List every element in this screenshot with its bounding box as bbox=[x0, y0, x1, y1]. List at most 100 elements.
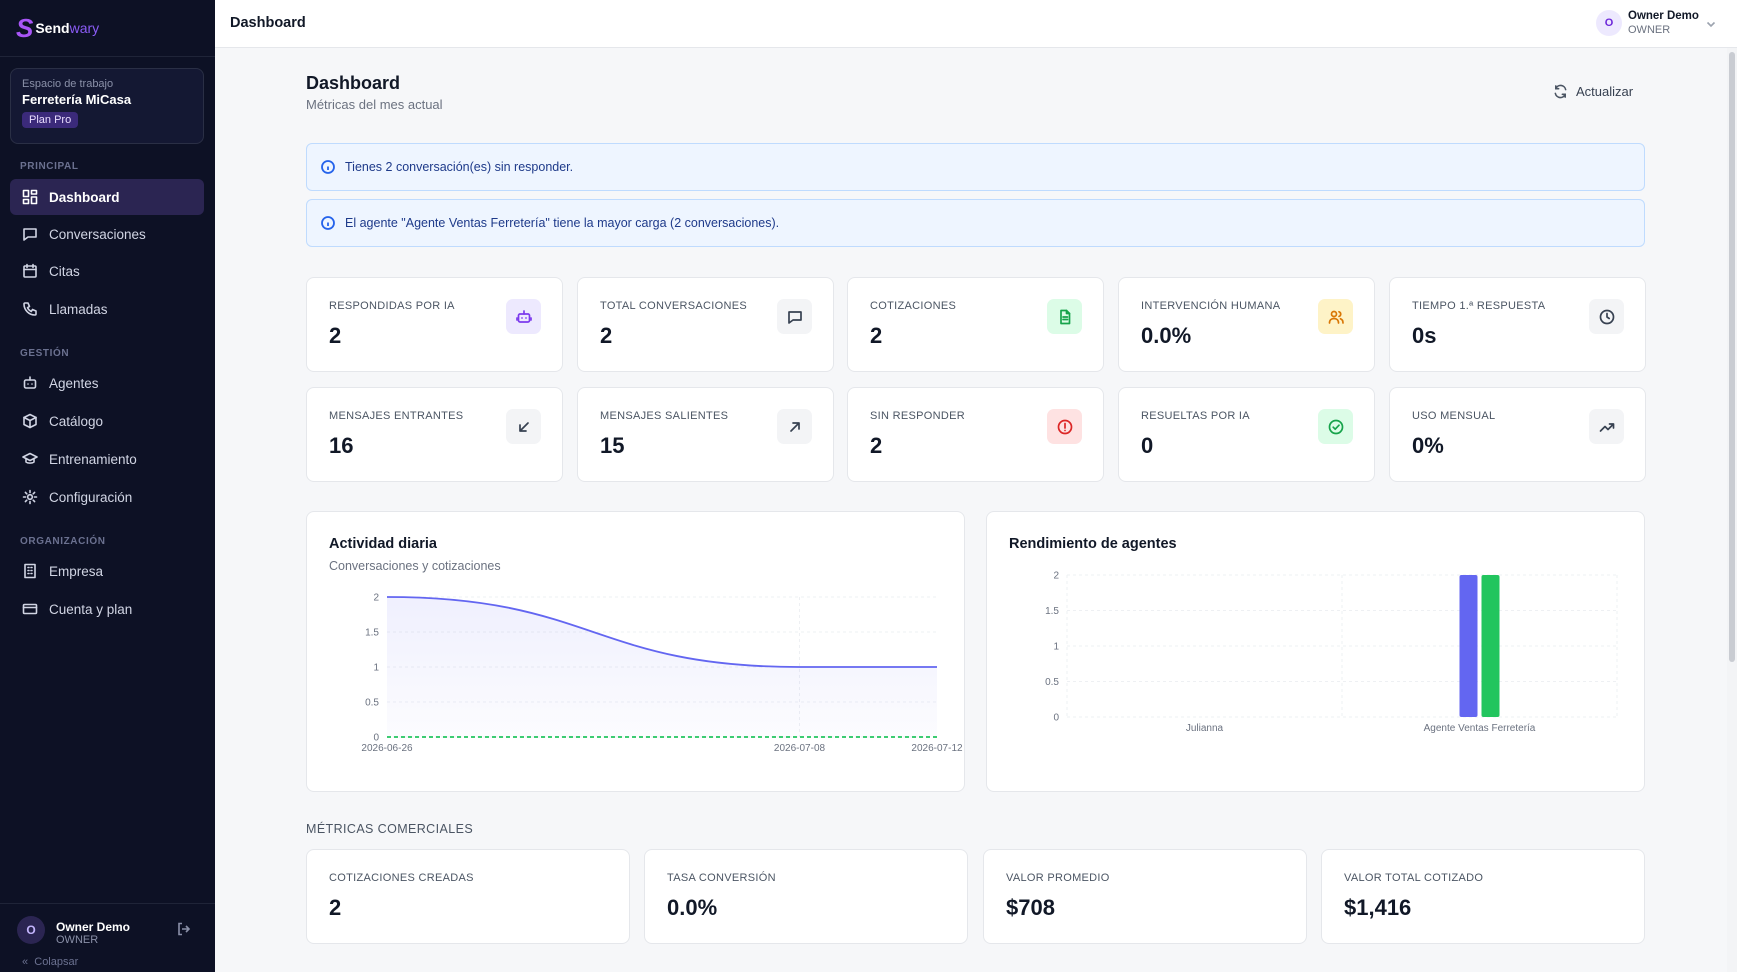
stat-card: INTERVENCIÓN HUMANA 0.0% bbox=[1118, 277, 1375, 372]
series-area bbox=[387, 597, 937, 737]
stat-value: 2 bbox=[329, 895, 342, 920]
stat-label: VALOR TOTAL COTIZADO bbox=[1344, 872, 1484, 884]
workspace-caption: Espacio de trabajo bbox=[22, 78, 114, 90]
y-tick-label: 1.5 bbox=[365, 628, 379, 639]
stat-value: $708 bbox=[1006, 895, 1055, 920]
calendar-icon bbox=[23, 263, 37, 278]
workspace-switcher[interactable]: Espacio de trabajo Ferretería MiCasa Pla… bbox=[10, 68, 204, 144]
panel-title: Rendimiento de agentes bbox=[1009, 536, 1177, 552]
user-role: OWNER bbox=[56, 934, 99, 946]
sidebar-item-agentes[interactable]: Agentes bbox=[10, 365, 204, 401]
workspace-name: Ferretería MiCasa bbox=[22, 92, 132, 107]
brand[interactable]: S Sendwary bbox=[0, 0, 215, 57]
y-tick-label: 1 bbox=[373, 663, 379, 674]
sidebar-item-label: Llamadas bbox=[49, 301, 108, 317]
sidebar-item-entrenamiento[interactable]: Entrenamiento bbox=[10, 441, 204, 477]
sidebar-item-llamadas[interactable]: Llamadas bbox=[10, 291, 204, 327]
y-tick-label: 0.5 bbox=[1045, 677, 1059, 688]
sidebar-item-label: Empresa bbox=[49, 563, 104, 579]
stat-value: 0s bbox=[1412, 323, 1437, 348]
sidebar-item-citas[interactable]: Citas bbox=[10, 253, 204, 289]
sidebar-item-dashboard[interactable]: Dashboard bbox=[10, 179, 204, 215]
sidebar: S Sendwary Espacio de trabajo Ferretería… bbox=[0, 0, 215, 972]
stat-value: 2 bbox=[600, 323, 613, 348]
user-menu-role: OWNER bbox=[1628, 24, 1671, 36]
stat-card: RESUELTAS POR IA 0 bbox=[1118, 387, 1375, 482]
stat-value: 0 bbox=[1141, 433, 1154, 458]
stat-value: 16 bbox=[329, 433, 354, 458]
refresh-label: Actualizar bbox=[1576, 84, 1634, 99]
arrow-down-left-icon bbox=[506, 409, 541, 444]
grid-icon bbox=[22, 189, 38, 205]
stat-label: TIEMPO 1.ª RESPUESTA bbox=[1412, 300, 1546, 312]
bar[interactable] bbox=[1481, 575, 1500, 717]
chevron-down-icon[interactable] bbox=[1705, 18, 1717, 30]
stat-card: SIN RESPONDER 2 bbox=[847, 387, 1104, 482]
y-tick-label: 0.5 bbox=[365, 698, 379, 709]
agents-chart[interactable]: 0 0.5 1 1.5 2 Julianna Agente Ventas Ferreterí… bbox=[987, 512, 1646, 793]
chevrons-left-icon: « bbox=[22, 956, 29, 968]
stat-card: COTIZACIONES 2 bbox=[847, 277, 1104, 372]
sidebar-item-configuracion[interactable]: Configuración bbox=[10, 479, 204, 515]
collapse-button[interactable]: « Colapsar bbox=[22, 956, 78, 968]
stat-value: $1,416 bbox=[1344, 895, 1412, 920]
x-tick-label: 2026-06-26 bbox=[361, 743, 413, 754]
commercial-stat-card: COTIZACIONES CREADAS 2 bbox=[306, 849, 630, 944]
y-tick-label: 1 bbox=[1053, 642, 1059, 653]
page-subtitle: Métricas del mes actual bbox=[306, 97, 443, 112]
stat-label: INTERVENCIÓN HUMANA bbox=[1141, 300, 1281, 312]
sidebar-item-label: Configuración bbox=[49, 489, 133, 505]
trending-up-icon bbox=[1589, 409, 1624, 444]
x-tick-label: 2026-07-12 bbox=[911, 743, 963, 754]
scrollbar-thumb[interactable] bbox=[1729, 52, 1735, 662]
stat-value: 0% bbox=[1412, 433, 1444, 458]
y-tick-label: 2 bbox=[1053, 571, 1059, 582]
page-scrollbar[interactable] bbox=[1727, 48, 1737, 972]
bar[interactable] bbox=[1459, 575, 1478, 717]
sidebar-item-catalogo[interactable]: Catálogo bbox=[10, 403, 204, 439]
bot-icon bbox=[23, 376, 37, 389]
info-icon bbox=[321, 160, 335, 174]
graduation-cap-icon bbox=[22, 452, 38, 464]
y-tick-label: 2 bbox=[373, 593, 379, 604]
sidebar-item-cuenta-plan[interactable]: Cuenta y plan bbox=[10, 591, 204, 627]
stat-label: MENSAJES ENTRANTES bbox=[329, 410, 464, 422]
sidebar-item-conversaciones[interactable]: Conversaciones bbox=[10, 216, 204, 252]
x-tick-label: 2026-07-08 bbox=[774, 743, 826, 754]
refresh-button[interactable]: Actualizar bbox=[1553, 84, 1633, 99]
activity-chart[interactable]: 0 0.5 1 1.5 2 2026-06-26 2026-07-08 2026-07-12 bbox=[307, 512, 966, 793]
commercial-stat-card: VALOR PROMEDIO $708 bbox=[983, 849, 1307, 944]
brand-name: Sendwary bbox=[35, 20, 100, 36]
series-line[interactable] bbox=[386, 596, 937, 668]
alert-unanswered: Tienes 2 conversación(es) sin responder. bbox=[306, 143, 1645, 191]
avatar[interactable]: O bbox=[17, 916, 45, 944]
agents-chart-panel: Rendimiento de agentes 0 0.5 1 1.5 2 Julianna… bbox=[986, 511, 1645, 792]
y-tick-label: 1.5 bbox=[1045, 606, 1059, 617]
alert-text: Tienes 2 conversación(es) sin responder. bbox=[345, 160, 574, 174]
alert-text: El agente "Agente Ventas Ferretería" tie… bbox=[345, 216, 780, 230]
chat-icon bbox=[777, 299, 812, 334]
stat-label: RESUELTAS POR IA bbox=[1141, 410, 1250, 422]
logout-icon[interactable] bbox=[176, 921, 192, 937]
stat-label: RESPONDIDAS POR IA bbox=[329, 300, 455, 312]
stat-label: TOTAL CONVERSACIONES bbox=[600, 300, 747, 312]
stat-value: 0.0% bbox=[667, 895, 718, 920]
sidebar-item-label: Cuenta y plan bbox=[49, 601, 133, 617]
stat-card: TOTAL CONVERSACIONES 2 bbox=[577, 277, 834, 372]
bot-icon bbox=[506, 299, 541, 334]
stat-card: MENSAJES ENTRANTES 16 bbox=[306, 387, 563, 482]
stat-card: RESPONDIDAS POR IA 2 bbox=[306, 277, 563, 372]
x-tick-label: Julianna bbox=[1186, 723, 1224, 734]
stat-value: 2 bbox=[870, 323, 883, 348]
stat-label: COTIZACIONES bbox=[870, 300, 957, 312]
user-menu-name[interactable]: Owner Demo bbox=[1628, 10, 1699, 22]
sidebar-item-empresa[interactable]: Empresa bbox=[10, 553, 204, 589]
section-title-commercial: MÉTRICAS COMERCIALES bbox=[306, 822, 474, 836]
alert-agent-load: El agente "Agente Ventas Ferretería" tie… bbox=[306, 199, 1645, 247]
panel-subtitle: Conversaciones y cotizaciones bbox=[329, 559, 501, 573]
users-icon bbox=[1318, 299, 1353, 334]
topbar: Dashboard O Owner Demo OWNER bbox=[215, 0, 1737, 48]
nav-section-organizacion: ORGANIZACIÓN bbox=[20, 536, 106, 547]
avatar[interactable]: O bbox=[1596, 10, 1622, 36]
building-icon bbox=[24, 563, 36, 579]
